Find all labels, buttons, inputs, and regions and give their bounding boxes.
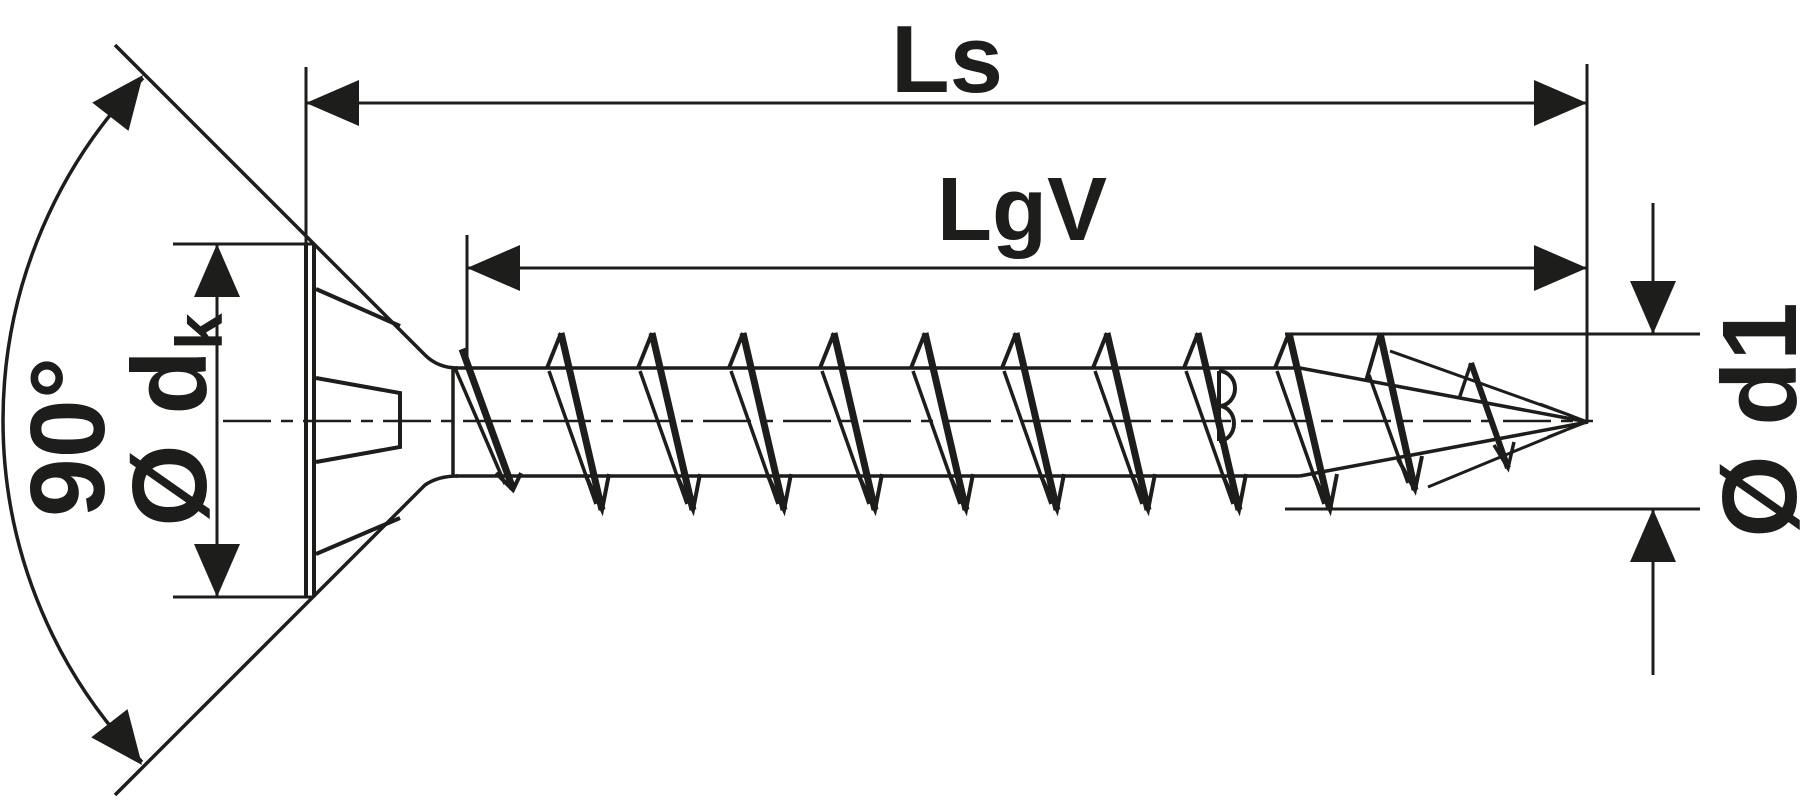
thread-flank-secondary — [1002, 370, 1053, 505]
tip-taper-line-bottom — [1299, 420, 1589, 478]
angle-dimension-arc — [1, 76, 145, 764]
tip-thread-flank-2-main — [1468, 362, 1511, 469]
dk-arrowhead-down — [194, 544, 240, 597]
shank-diameter-dimension: Ø d1 — [1285, 203, 1811, 675]
d1-arrowhead-down — [1630, 281, 1676, 334]
d1-arrowhead-up — [1630, 509, 1676, 562]
tip-crest-envelope-bottom — [1427, 428, 1567, 489]
tip-thread-flank-1-main — [1376, 332, 1419, 491]
total-length-dimension: Ls — [304, 6, 1589, 423]
thread-flank-secondary — [1184, 370, 1235, 505]
total-length-label: Ls — [891, 6, 1003, 113]
lgv-arrowhead-right — [1534, 245, 1587, 291]
thread-flank-secondary — [547, 370, 598, 505]
thread-flank-main — [648, 332, 697, 511]
arc-arrowhead-top — [92, 75, 143, 131]
thread-start-flank-main — [458, 347, 517, 491]
thread-flank-secondary — [1275, 370, 1326, 505]
thread-flank-main — [830, 332, 879, 511]
thread-flank-secondary — [1093, 370, 1144, 505]
thread-flank-secondary — [638, 370, 689, 505]
arc-arrowhead-bottom — [91, 709, 142, 765]
head-chamfer-line-top — [315, 287, 401, 328]
head-diameter-subscript: k — [162, 313, 236, 350]
tip-thread-flank-2-crests — [1457, 362, 1516, 473]
tip-final-flank — [1539, 402, 1586, 439]
head-chamfer-line-bottom — [315, 516, 401, 556]
head-diameter-label: Ø dk — [111, 313, 236, 527]
head-diameter-dimension: Ø dk — [111, 242, 313, 599]
thread-turn — [818, 332, 884, 517]
thread-turn — [636, 332, 702, 517]
head-diameter-symbol: Ø d — [111, 350, 229, 527]
cone-construction-line-top — [113, 43, 459, 370]
thread-start-flank-secondary — [453, 367, 507, 485]
dk-arrowhead-up — [194, 244, 240, 297]
ls-arrowhead-left — [306, 80, 359, 126]
lgv-arrowhead-left — [467, 245, 520, 291]
ls-arrowhead-right — [1534, 80, 1587, 126]
thread-start-bottom-crest — [494, 471, 523, 494]
tip-thread-flank-1-secondary — [1367, 374, 1410, 484]
head-angle-dimension: 90° — [1, 43, 459, 797]
thread-flank-secondary — [911, 370, 962, 505]
thread-flank-secondary — [820, 370, 871, 505]
tip-taper-line-top — [1299, 366, 1589, 424]
thread-length-label: LgV — [937, 160, 1107, 260]
thread-length-dimension: LgV — [465, 160, 1587, 365]
thread-flank-secondary — [729, 370, 780, 505]
shank-diameter-label: Ø d1 — [1701, 302, 1811, 538]
cone-construction-line-bottom — [113, 474, 459, 797]
head-angle-label: 90° — [9, 357, 127, 517]
